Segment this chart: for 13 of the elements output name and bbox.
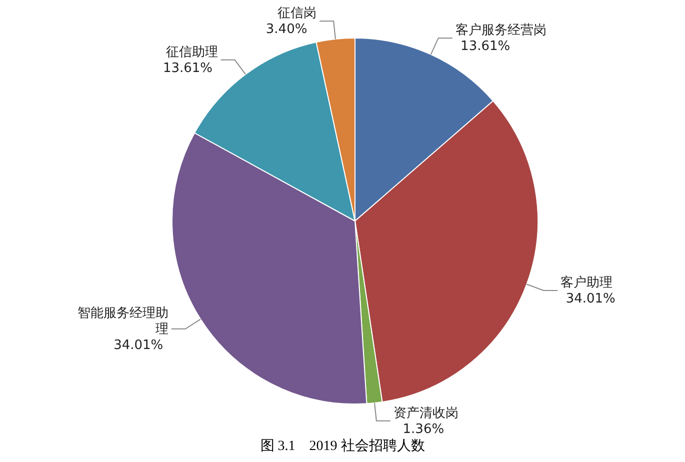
slice-label: 客户助理 [560, 274, 613, 290]
data-label: 3.40% [266, 22, 308, 38]
slice-label: 资产清收岗 [393, 406, 458, 421]
slice-label: 智能服务经理助理 [77, 306, 168, 337]
slice-label: 征信助理 [166, 44, 218, 60]
slice-label: 征信岗 [278, 6, 317, 22]
data-label: 1.36% [402, 422, 444, 437]
slice-label: 客户服务经营岗 [455, 22, 546, 38]
data-label: 34.01% [566, 291, 616, 306]
data-label: 13.61% [162, 60, 213, 76]
text: 图 3.1 2019 社会招聘人数 [260, 438, 425, 454]
data-label: 34.01% [114, 338, 164, 353]
data-label: 13.61% [460, 39, 510, 54]
